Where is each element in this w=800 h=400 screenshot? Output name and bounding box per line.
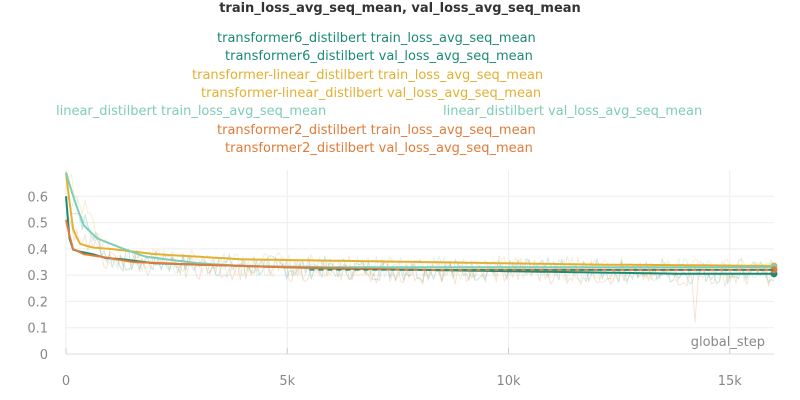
y-tick-label: 0.6 xyxy=(27,190,48,205)
y-tick-label: 0.2 xyxy=(27,295,48,310)
series-line xyxy=(65,172,774,269)
legend-item-transformer2-train[interactable]: transformer2_distilbert train_loss_avg_s… xyxy=(217,123,536,138)
legend-item-transformer6-train[interactable]: transformer6_distilbert train_loss_avg_s… xyxy=(217,31,536,46)
x-tick-label: 10k xyxy=(496,374,521,389)
series-line xyxy=(65,172,774,267)
x-tick-label: 0 xyxy=(62,374,70,389)
series-line-raw xyxy=(65,196,775,285)
chart-title: train_loss_avg_seq_mean, val_loss_avg_se… xyxy=(219,1,581,16)
y-tick-label: 0.4 xyxy=(27,243,48,258)
legend-item-transformer-linear-val[interactable]: transformer-linear_distilbert val_loss_a… xyxy=(201,86,542,101)
y-tick-label: 0.1 xyxy=(27,322,48,337)
x-tick-label: 15k xyxy=(718,374,743,389)
series-end-point xyxy=(770,266,778,274)
y-tick-label: 0.3 xyxy=(27,269,48,284)
legend-item-linear-train[interactable]: linear_distilbert train_loss_avg_seq_mea… xyxy=(56,104,327,119)
legend-item-transformer6-val[interactable]: transformer6_distilbert val_loss_avg_seq… xyxy=(225,49,533,64)
legend-item-linear-val[interactable]: linear_distilbert val_loss_avg_seq_mean xyxy=(443,104,703,119)
x-axis-label: global_step xyxy=(691,335,765,350)
x-tick-label: 5k xyxy=(279,374,295,389)
y-tick-label: 0.5 xyxy=(27,217,48,232)
y-tick-label: 0 xyxy=(40,348,48,363)
legend-item-transformer2-val[interactable]: transformer2_distilbert val_loss_avg_seq… xyxy=(225,141,533,156)
legend-item-transformer-linear-train[interactable]: transformer-linear_distilbert train_loss… xyxy=(192,68,544,83)
